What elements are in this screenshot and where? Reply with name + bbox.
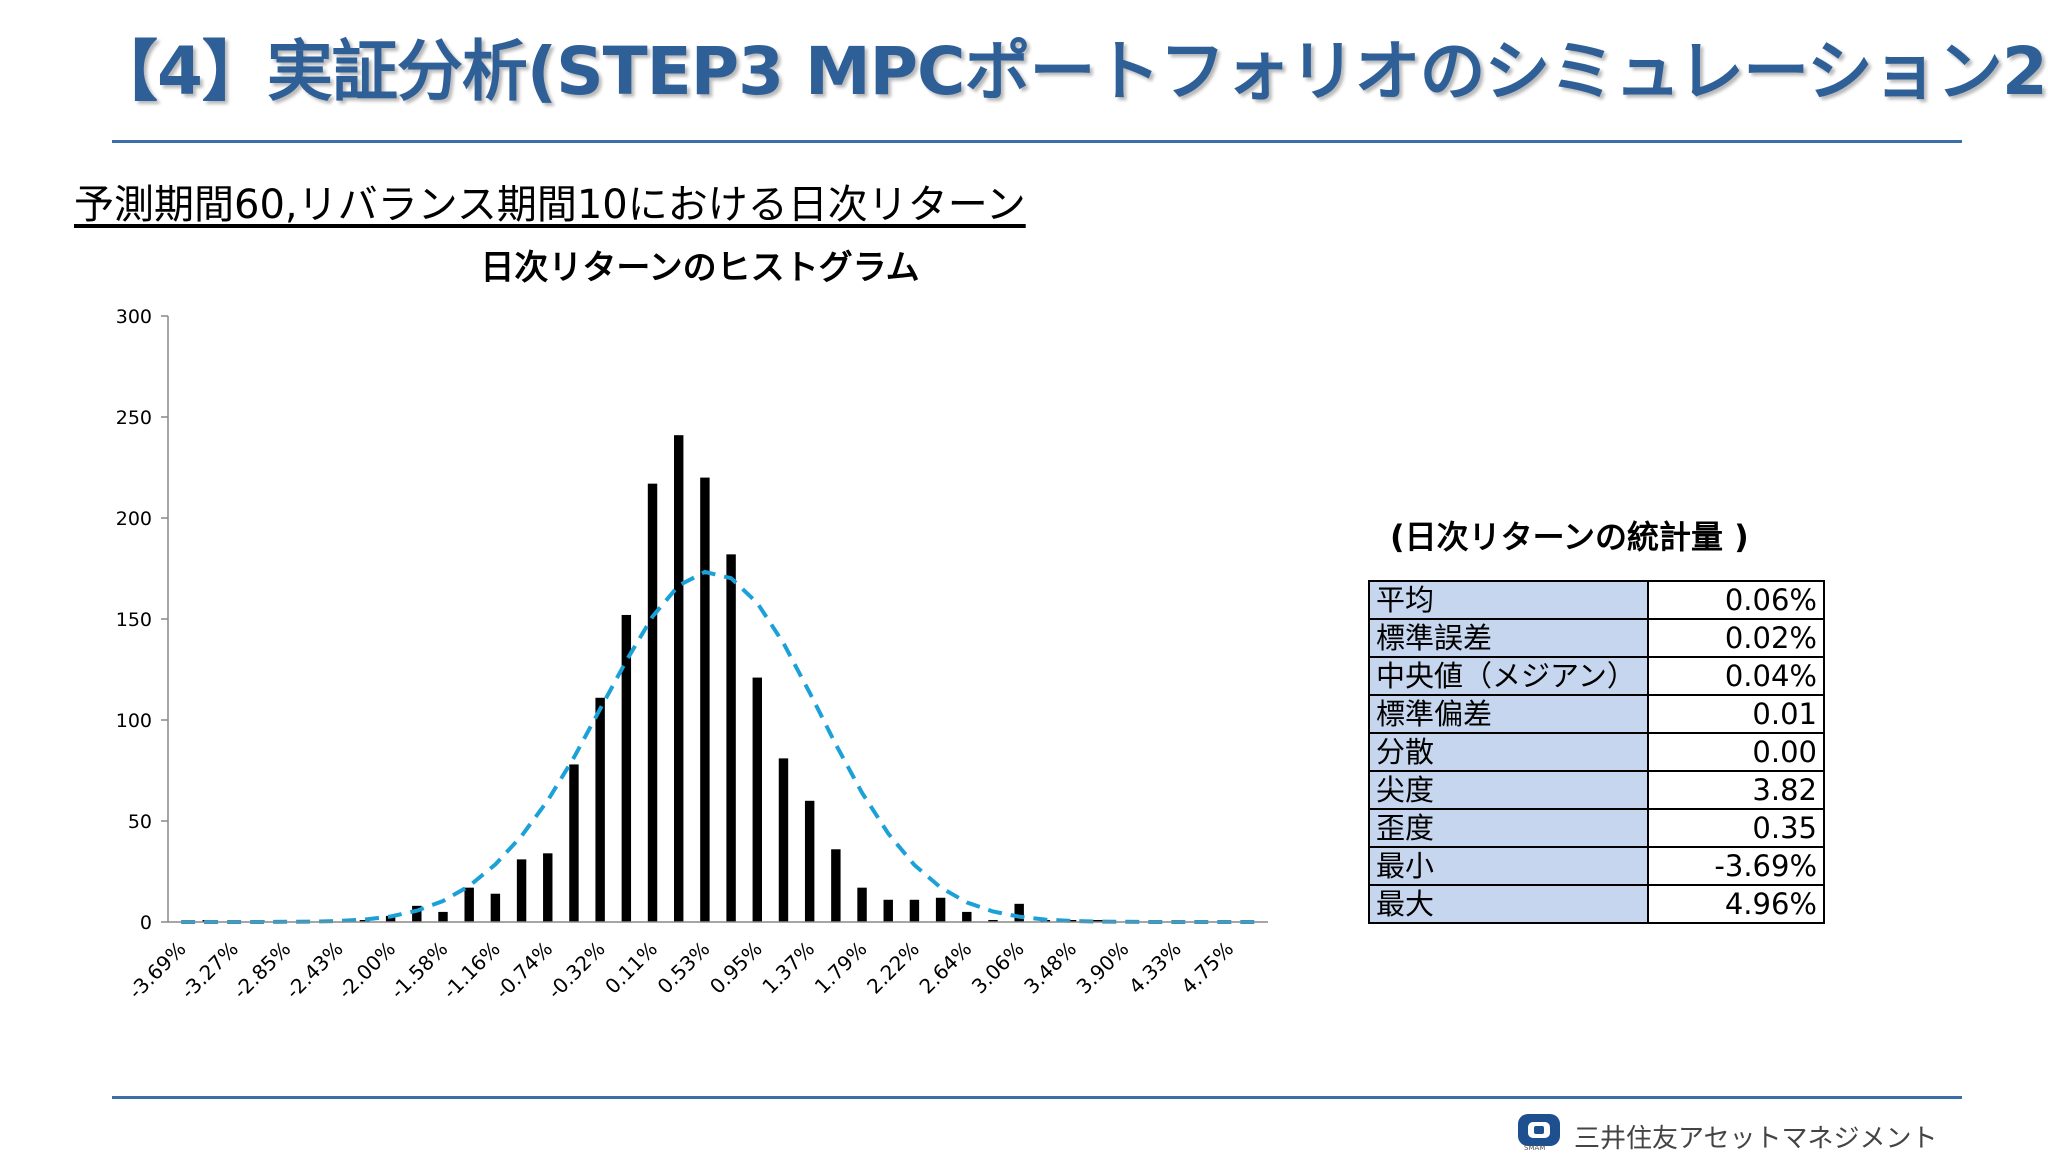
histogram-bar (621, 614, 632, 922)
stats-value: -3.69% (1647, 846, 1825, 886)
histogram-bar (857, 887, 867, 922)
histogram-bar (385, 915, 396, 922)
x-tick-label: 1.37% (757, 937, 819, 999)
fit-curve (181, 569, 1255, 924)
chart-title: 日次リターンのヒストグラム (480, 248, 920, 288)
x-tick-label: -3.69% (124, 937, 191, 1004)
slide-title: 【4】実証分析(STEP3 MPCポートフォリオのシミュレーション2) (92, 33, 2048, 110)
stats-label: 平均 (1368, 580, 1649, 620)
x-tick-label: -1.58% (386, 937, 453, 1004)
stats-label: 最小 (1368, 846, 1649, 886)
x-tick-label: 2.64% (914, 937, 976, 999)
stats-value: 0.01 (1647, 694, 1825, 734)
stats-value: 0.06% (1647, 580, 1825, 620)
histogram-bar (490, 893, 501, 922)
histogram-bar (804, 800, 815, 922)
histogram-bar (883, 899, 893, 922)
x-tick-label: 0.95% (705, 937, 767, 999)
stats-label: 標準誤差 (1368, 618, 1649, 658)
histogram-bar (752, 677, 762, 922)
x-tick-label: 3.90% (1072, 937, 1134, 999)
histogram-bar (412, 905, 422, 922)
histogram-bar (438, 911, 448, 922)
histogram-bar (962, 911, 972, 922)
x-tick-label: 3.48% (1019, 937, 1081, 999)
y-tick-label: 150 (116, 609, 152, 631)
stats-label: 分散 (1368, 732, 1649, 772)
histogram-bar (516, 859, 527, 922)
x-tick-label: -0.32% (543, 937, 610, 1004)
x-axis: -3.69%-3.27%-2.85%-2.43%-2.00%-1.58%-1.1… (124, 921, 1268, 1004)
stats-value: 3.82 (1647, 770, 1825, 810)
x-tick-label: -2.43% (281, 937, 348, 1004)
stats-value: 4.96% (1647, 884, 1825, 924)
histogram-bar (831, 849, 841, 922)
histogram-bar (1093, 919, 1103, 922)
x-tick-label: 0.11% (600, 937, 662, 999)
histogram-bar (464, 887, 474, 922)
smam-logo-icon (1518, 1114, 1560, 1146)
histogram-bar (647, 483, 658, 922)
x-tick-label: -2.00% (333, 937, 400, 1004)
y-tick-label: 300 (116, 306, 152, 328)
stats-row: 標準誤差 0.02% (1368, 618, 1825, 658)
histogram-bar (595, 697, 605, 922)
histogram-bar (778, 758, 789, 922)
stats-row: 歪度 0.35 (1368, 808, 1825, 848)
stats-title: (日次リターンの統計量 ) (1390, 518, 1749, 556)
stats-row: 標準偏差 0.01 (1368, 694, 1825, 734)
histogram-bar (700, 477, 710, 922)
stats-row: 中央値（メジアン） 0.04% (1368, 656, 1825, 696)
stats-table: 平均 0.06% 標準誤差 0.02% 中央値（メジアン） 0.04% 標準偏差 0.0… (1368, 580, 1825, 924)
histogram-bar (359, 919, 370, 922)
footer-company-name: 三井住友アセットマネジメント (1574, 1124, 1938, 1154)
y-tick-label: 50 (128, 811, 152, 833)
x-tick-label: 3.06% (967, 937, 1029, 999)
stats-label: 中央値（メジアン） (1368, 656, 1649, 696)
stats-row: 平均 0.06% (1368, 580, 1825, 620)
histogram-bar (1014, 903, 1024, 922)
x-tick-label: 4.33% (1124, 937, 1186, 999)
stats-row: 分散 0.00 (1368, 732, 1825, 772)
histogram-bar (543, 853, 553, 922)
x-tick-label: 2.22% (862, 937, 924, 999)
bars (202, 435, 1103, 922)
x-tick-label: -1.16% (438, 937, 505, 1004)
y-tick-label: 100 (116, 710, 152, 732)
stats-value: 0.04% (1647, 656, 1825, 696)
y-tick-label: 200 (116, 508, 152, 530)
histogram-bar (726, 554, 736, 922)
stats-label: 最大 (1368, 884, 1649, 924)
stats-label: 標準偏差 (1368, 694, 1649, 734)
section-subtitle: 予測期間60,リバランス期間10における日次リターン (74, 182, 1026, 228)
stats-value: 0.35 (1647, 808, 1825, 848)
stats-row: 最小 -3.69% (1368, 846, 1825, 886)
x-tick-label: -2.85% (228, 937, 295, 1004)
stats-label: 歪度 (1368, 808, 1649, 848)
histogram-bar (1066, 919, 1077, 922)
top-divider (112, 140, 1962, 143)
logo-caption: SMAM (1524, 1144, 1546, 1152)
x-tick-label: 4.75% (1176, 937, 1238, 999)
x-tick-label: -3.27% (176, 937, 243, 1004)
x-tick-label: -0.74% (490, 937, 557, 1004)
y-tick-label: 250 (116, 407, 152, 429)
histogram-bar (935, 897, 946, 922)
x-tick-label: 1.79% (810, 937, 872, 999)
y-axis: 0 50 100 150 200 250 300 (116, 306, 169, 934)
x-tick-label: 0.53% (653, 937, 715, 999)
bottom-divider (112, 1096, 1962, 1099)
histogram-bar (569, 764, 579, 922)
stats-row: 最大 4.96% (1368, 884, 1825, 924)
stats-label: 尖度 (1368, 770, 1649, 810)
stats-row: 尖度 3.82 (1368, 770, 1825, 810)
histogram-bar (909, 899, 920, 922)
stats-value: 0.02% (1647, 618, 1825, 658)
histogram-bar (988, 919, 998, 922)
y-tick-label: 0 (140, 912, 152, 934)
normal-fit-curve (181, 569, 1255, 924)
histogram-bar (674, 435, 684, 922)
stats-value: 0.00 (1647, 732, 1825, 772)
